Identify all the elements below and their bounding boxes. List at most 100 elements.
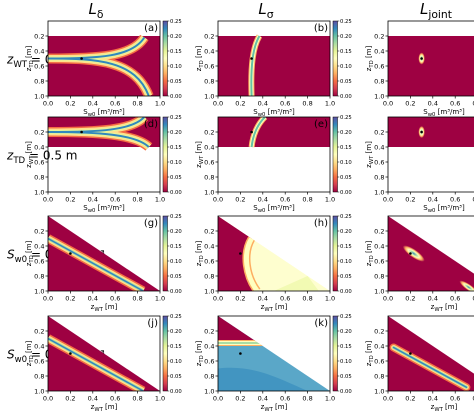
y-tick-label: 0.6	[34, 62, 44, 70]
axes-frame	[47, 215, 161, 292]
axes-frame	[47, 315, 161, 392]
y-tick-label: 0.4	[34, 143, 44, 151]
y-tick-label: 1.0	[34, 387, 44, 395]
x-tick-label: 0.6	[110, 295, 120, 303]
colorbar-tick-label: 0.00	[340, 289, 352, 295]
x-tick-label: 0.8	[472, 395, 474, 403]
y-tick-label: 1.0	[204, 387, 214, 395]
colorbar-tick-label: 0.05	[170, 79, 182, 85]
y-tick-label: 0.4	[34, 47, 44, 55]
y-tick-label: 0.2	[34, 327, 44, 335]
colorbar-tick-label: 0.05	[340, 274, 352, 280]
heatmap-area	[218, 34, 330, 96]
x-tick-label: 0.8	[302, 295, 312, 303]
faint-region	[274, 276, 319, 291]
colorbar	[162, 20, 168, 97]
lower-region	[218, 367, 308, 391]
y-tick-label: 0.4	[374, 143, 384, 151]
field-detail	[389, 343, 471, 391]
colorbar-tick-label: 0.05	[170, 175, 182, 181]
x-axis-label: zWT [m]	[261, 303, 288, 313]
y-tick-label: 0.4	[204, 143, 214, 151]
y-tick-label: 0.8	[204, 173, 214, 181]
panel-grid: 0.0 0.2 0.4 0.6 0.8 1.0 0.2 0.4 0.6 0.8 1.0 Sw0 [m³…	[25, 19, 474, 413]
x-axis-label: Sw0 [m³/m³]	[423, 204, 465, 214]
y-tick-label: 0.2	[204, 227, 214, 235]
colorbar-tick-label: 0.10	[170, 160, 182, 166]
column-title-0: Lδ	[89, 0, 104, 21]
y-tick-label: 0.8	[34, 272, 44, 280]
x-tick-label: 0.2	[65, 395, 75, 403]
y-tick-label: 0.8	[204, 272, 214, 280]
x-tick-label: 0.4	[258, 100, 268, 108]
colorbar-tick-label: 0.25	[170, 314, 182, 320]
x-tick-label: 0.8	[132, 100, 142, 108]
colorbar	[162, 315, 168, 392]
colorbar-tick-label: 0.10	[340, 359, 352, 365]
colorbar	[332, 215, 338, 292]
panel-g: 0.0 0.2 0.4 0.6 0.8 1.0 0.2 0.4 0.6 0.8 1.0 zWT [m]…	[25, 214, 182, 313]
ridge-band-3	[48, 237, 144, 291]
x-tick-label: 0.6	[280, 196, 290, 204]
x-tick-label: 0.2	[65, 295, 75, 303]
colorbar-tick-label: 0.00	[170, 190, 182, 196]
column-title-1: Lσ	[258, 0, 273, 21]
heatmap-area	[218, 216, 330, 291]
y-axis-label: zWT [m]	[365, 141, 375, 168]
x-tick-label: 0.0	[383, 100, 393, 108]
y-tick-label: 0.4	[204, 47, 214, 55]
y-axis-label: zWT [m]	[195, 141, 205, 168]
colorbar-tick-label: 0.15	[340, 145, 352, 151]
y-tick-label: 0.6	[374, 257, 384, 265]
x-axis-label: Sw0 [m³/m³]	[83, 204, 125, 214]
y-tick-label: 0.2	[34, 227, 44, 235]
panel-label: (d)	[144, 119, 158, 130]
y-axis-label: zTD [m]	[365, 45, 375, 71]
panel-label: (a)	[144, 23, 158, 34]
x-tick-label: 0.4	[258, 295, 268, 303]
heatmap-area	[388, 216, 474, 291]
y-tick-label: 0.8	[34, 77, 44, 85]
x-tick-label: 0.6	[450, 100, 460, 108]
x-tick-label: 0.8	[472, 196, 474, 204]
x-tick-label: 0.6	[450, 196, 460, 204]
y-tick-label: 0.8	[374, 272, 384, 280]
y-tick-label: 0.6	[374, 62, 384, 70]
y-tick-label: 0.2	[204, 32, 214, 40]
axes-frame	[217, 215, 331, 292]
colorbar-tick-label: 0.20	[170, 34, 182, 40]
y-tick-label: 0.2	[374, 128, 384, 136]
x-tick-label: 0.2	[405, 295, 415, 303]
x-tick-label: 0.2	[65, 100, 75, 108]
colorbar-tick-label: 0.05	[340, 175, 352, 181]
colorbar-tick-label: 0.15	[340, 244, 352, 250]
x-tick-label: 0.8	[132, 395, 142, 403]
field-detail	[48, 234, 146, 291]
domain-triangle	[388, 216, 474, 291]
x-axis-label: zWT [m]	[91, 303, 118, 313]
y-axis-label: zTD [m]	[195, 240, 205, 266]
heatmap-area	[218, 117, 330, 148]
colorbar-tick-label: 0.15	[170, 145, 182, 151]
true-parameter-marker	[239, 252, 242, 255]
x-tick-label: 0.2	[405, 395, 415, 403]
colorbar-tick-label: 0.20	[170, 329, 182, 335]
x-tick-label: 1.0	[155, 295, 165, 303]
field-fill	[388, 117, 474, 147]
y-tick-label: 0.4	[204, 342, 214, 350]
panel-label: (k)	[314, 318, 328, 329]
x-tick-label: 0.0	[213, 196, 223, 204]
x-axis-label: Sw0 [m³/m³]	[253, 108, 295, 118]
true-parameter-marker	[239, 352, 242, 355]
colorbar-tick-label: 0.10	[170, 259, 182, 265]
axes-frame	[217, 116, 331, 193]
x-tick-label: 0.0	[383, 295, 393, 303]
y-tick-label: 0.2	[374, 227, 384, 235]
x-tick-label: 0.2	[405, 100, 415, 108]
x-tick-label: 0.4	[428, 295, 438, 303]
